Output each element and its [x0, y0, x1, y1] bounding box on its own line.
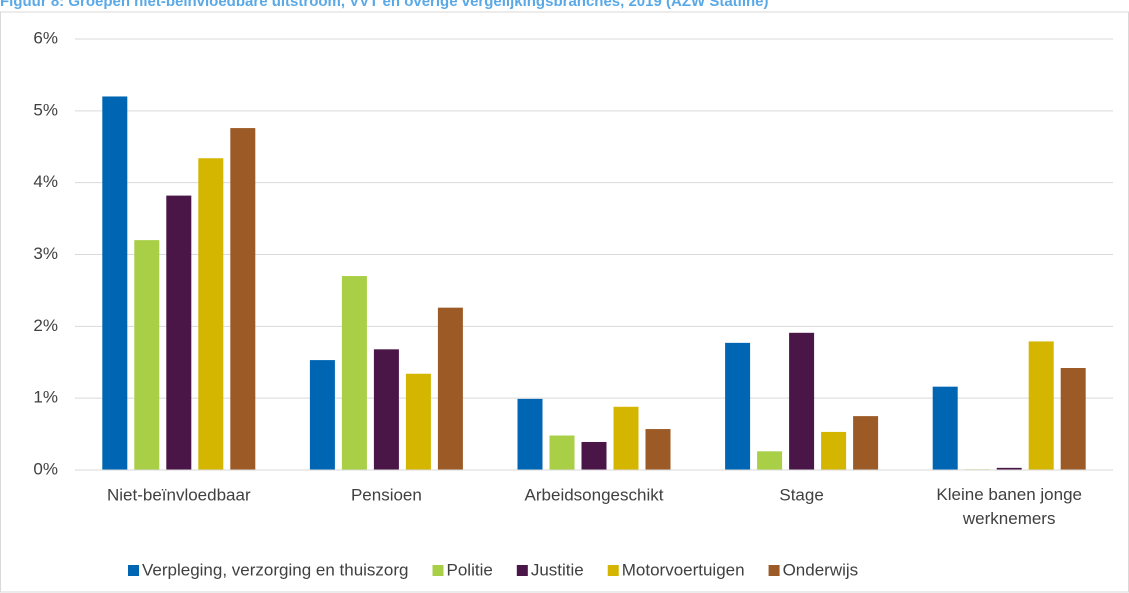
x-tick-label: Stage	[779, 485, 823, 504]
bar	[549, 435, 575, 470]
bar	[166, 195, 192, 470]
y-tick-label: 3%	[33, 244, 58, 263]
y-tick-label: 2%	[33, 316, 58, 335]
bar	[613, 406, 639, 470]
bar	[198, 158, 224, 470]
bar	[134, 240, 160, 470]
bar	[405, 373, 431, 470]
bar	[517, 398, 543, 470]
y-tick-label: 6%	[33, 28, 58, 47]
bar	[373, 349, 399, 470]
bar	[932, 386, 958, 470]
bar	[230, 128, 256, 470]
y-tick-label: 5%	[33, 100, 58, 119]
bar	[581, 441, 607, 470]
legend-swatch	[516, 565, 528, 576]
bar	[821, 431, 847, 470]
bar	[341, 276, 367, 470]
bar	[996, 467, 1022, 470]
legend-label: Verpleging, verzorging en thuiszorg	[142, 560, 409, 579]
bar	[725, 342, 751, 470]
bar	[1060, 367, 1086, 470]
bar	[1028, 341, 1054, 470]
bar	[789, 332, 815, 470]
bar	[102, 96, 128, 470]
x-tick-label: Niet-beïnvloedbaar	[107, 485, 251, 504]
y-tick-label: 1%	[33, 388, 58, 407]
x-tick-label: Pensioen	[351, 485, 422, 504]
legend-label: Onderwijs	[783, 560, 859, 579]
bar	[853, 416, 879, 470]
legend-swatch	[607, 565, 619, 576]
legend-label: Motorvoertuigen	[622, 560, 745, 579]
legend-swatch	[128, 565, 139, 576]
legend-label: Politie	[447, 560, 493, 579]
chart-title: Figuur 8: Groepen niet-beïnvloedbare uit…	[0, 0, 769, 10]
legend-swatch	[768, 565, 780, 576]
bar	[437, 307, 463, 470]
y-tick-label: 0%	[33, 459, 58, 478]
bar	[645, 429, 671, 470]
legend-label: Justitie	[531, 560, 584, 579]
bar	[309, 360, 335, 470]
x-tick-label: Kleine banen jonge werknemers	[936, 485, 1082, 528]
bar	[757, 451, 783, 470]
legend-swatch	[432, 565, 444, 576]
y-tick-label: 4%	[33, 172, 58, 191]
x-tick-label: Arbeidsongeschikt	[525, 485, 664, 504]
